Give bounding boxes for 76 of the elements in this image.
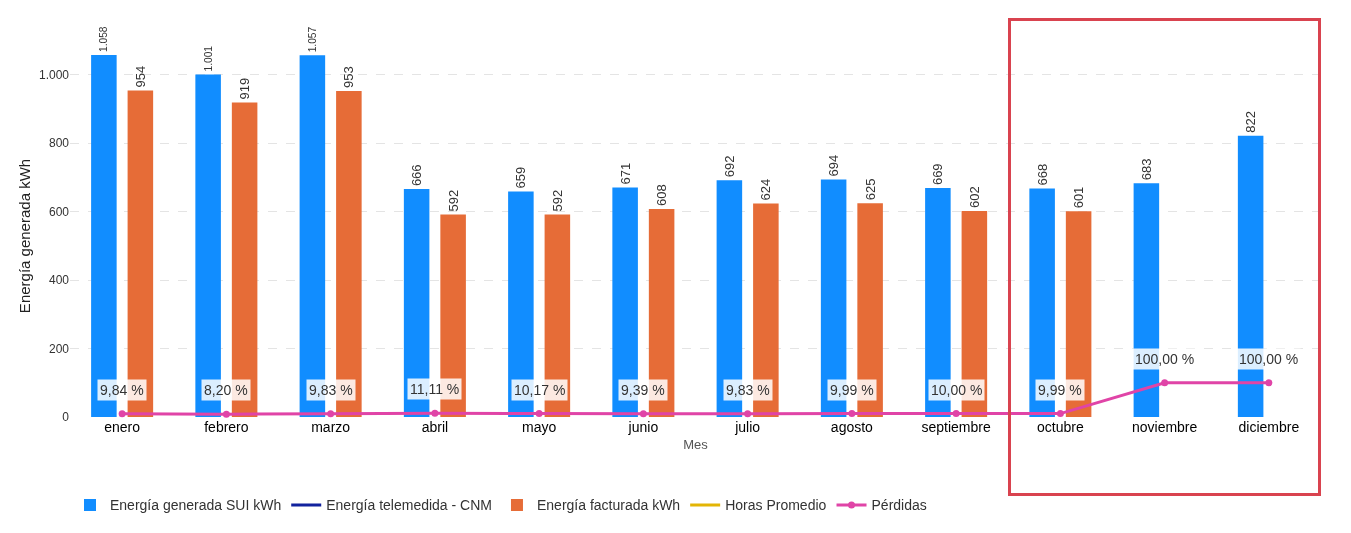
x-tick-label: septiembre <box>921 419 991 435</box>
x-axis-title: Mes <box>683 436 709 452</box>
legend-label: Pérdidas <box>871 497 927 514</box>
y-tick-label: 600 <box>48 204 70 219</box>
legend-label: Energía facturada kWh <box>536 497 681 514</box>
x-tick-label: abril <box>421 419 449 435</box>
data-label: 9,99 % <box>1038 382 1082 398</box>
bar <box>753 203 779 417</box>
data-label: 683 <box>1138 158 1154 181</box>
data-label: 666 <box>409 164 425 187</box>
data-label: 10,00 % <box>931 382 983 398</box>
point <box>1265 379 1273 387</box>
data-label: 9,84 % <box>100 382 144 398</box>
bar <box>231 102 258 417</box>
data-label: 669 <box>930 163 946 186</box>
point <box>118 410 126 418</box>
data-label: 953 <box>341 66 357 88</box>
data-label: 919 <box>237 77 253 100</box>
data-label: 9,39 % <box>621 382 665 398</box>
x-tick-label: febrero <box>204 419 249 435</box>
data-label: 624 <box>758 178 774 201</box>
data-label: 608 <box>654 184 670 206</box>
point <box>639 410 647 418</box>
y-tick-label: 800 <box>48 136 70 151</box>
data-label: 9,83 % <box>726 382 770 398</box>
legend-label: Energía telemedida - CNM <box>326 497 492 514</box>
point <box>431 409 439 417</box>
bar <box>857 203 883 417</box>
point <box>1161 379 1169 387</box>
x-tick-label: enero <box>104 419 141 435</box>
data-label: 1.058 <box>98 26 110 52</box>
data-label: 8,20 % <box>204 382 248 398</box>
data-label: 659 <box>513 166 529 189</box>
point <box>222 410 230 418</box>
x-tick-label: mayo <box>522 419 557 435</box>
y-tick-label: 1.000 <box>38 68 70 83</box>
data-label: 1.001 <box>202 45 214 72</box>
data-label: 625 <box>862 178 878 201</box>
data-label: 601 <box>1071 186 1087 209</box>
data-label: 11,11 % <box>410 381 460 397</box>
data-label: 692 <box>721 155 737 178</box>
data-label: 822 <box>1243 111 1259 133</box>
data-label: 602 <box>966 186 982 209</box>
data-label: 592 <box>549 189 565 212</box>
bar <box>336 90 362 417</box>
x-tick-label: junio <box>627 419 659 435</box>
data-label: 671 <box>617 162 633 185</box>
y-tick-label: 200 <box>48 341 70 356</box>
x-tick-label: agosto <box>830 419 874 435</box>
y-tick-label: 400 <box>48 273 70 288</box>
x-tick-label: marzo <box>311 419 351 435</box>
point <box>535 410 543 418</box>
data-label: 1.057 <box>306 26 318 53</box>
point <box>327 410 335 418</box>
y-axis-title: Energía generada kWh <box>16 158 33 314</box>
x-tick-label: diciembre <box>1238 419 1300 435</box>
data-label: 592 <box>445 189 461 212</box>
x-tick-label: noviembre <box>1131 419 1198 435</box>
point <box>1056 410 1064 418</box>
data-label: 9,83 % <box>309 382 353 398</box>
point <box>744 410 752 418</box>
x-tick-label: octubre <box>1037 419 1084 435</box>
point <box>848 410 856 418</box>
legend-label: Energía generada SUI kWh <box>110 497 282 514</box>
bar <box>127 90 154 417</box>
y-tick-label: 0 <box>62 410 70 425</box>
point <box>952 410 960 418</box>
data-label: 100,00 % <box>1135 351 1195 367</box>
legend-label: Horas Promedio <box>725 497 827 514</box>
data-label: 668 <box>1034 163 1050 186</box>
data-label: 10,17 % <box>514 382 566 398</box>
x-tick-label: julio <box>734 419 761 435</box>
data-label: 9,99 % <box>830 382 874 398</box>
data-label: 954 <box>132 65 148 88</box>
data-label: 100,00 % <box>1239 351 1299 367</box>
data-label: 694 <box>826 154 842 177</box>
